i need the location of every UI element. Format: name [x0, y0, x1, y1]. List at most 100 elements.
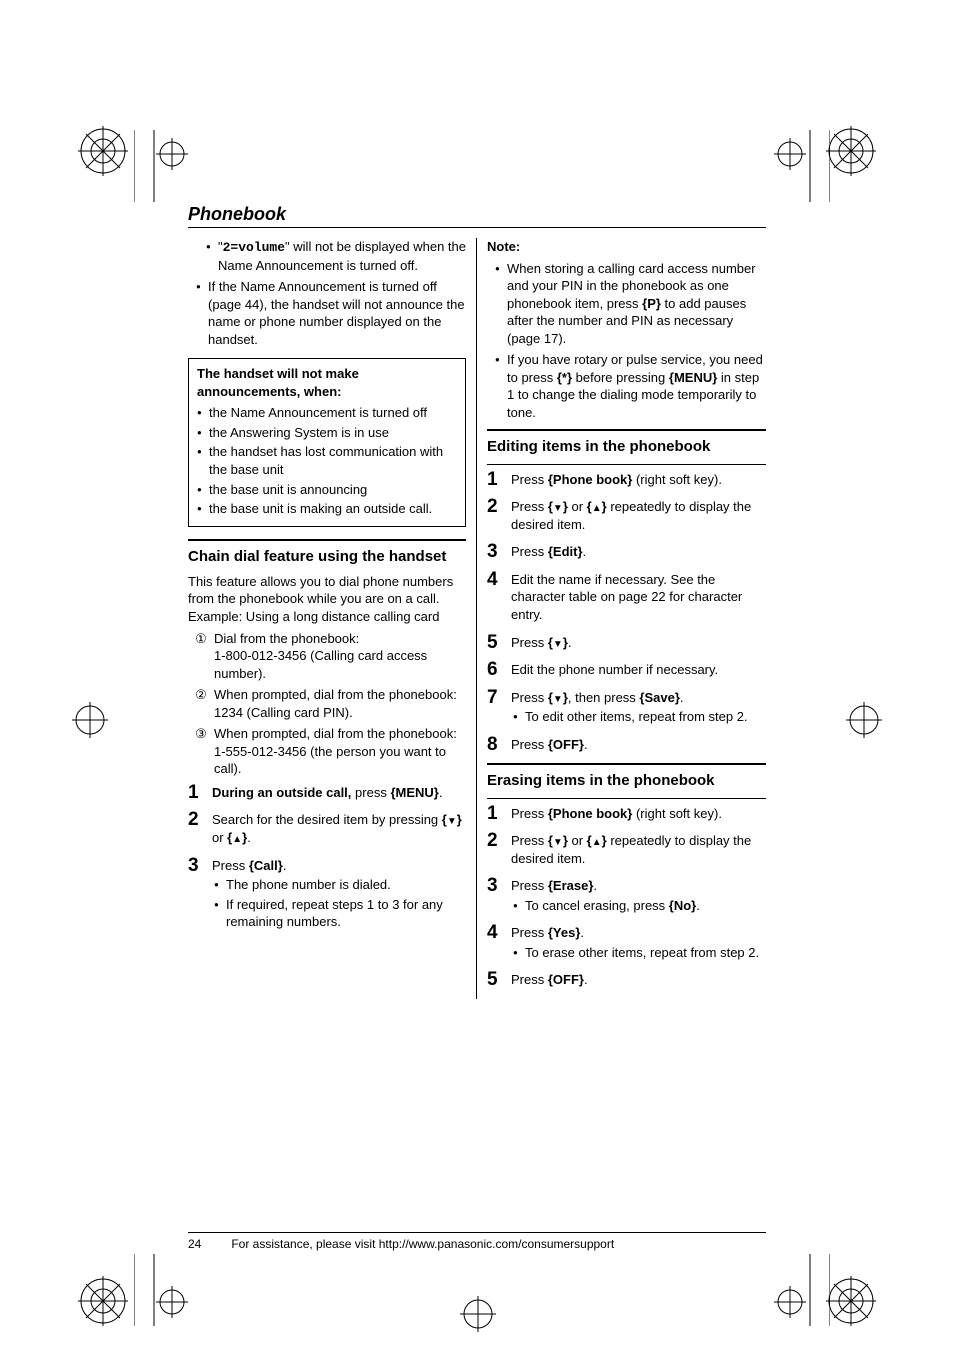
page-number: 24 — [188, 1237, 228, 1251]
step-number: 2 — [487, 494, 498, 520]
box-list: the Name Announcement is turned off the … — [197, 404, 457, 517]
keycap: {Save} — [639, 690, 679, 705]
step-item: 2Press {▼} or {▲} repeatedly to display … — [487, 832, 766, 867]
step-number: 4 — [487, 920, 498, 946]
keycap: {MENU} — [390, 785, 438, 800]
text: . — [283, 858, 287, 873]
step-number: 1 — [487, 801, 498, 827]
list-item: the handset has lost communication with … — [197, 443, 457, 478]
chain-para1: This feature allows you to dial phone nu… — [188, 573, 466, 608]
step-item: 7Press {▼}, then press {Save}. To edit o… — [487, 689, 766, 726]
left-column: "2=volume" will not be displayed when th… — [188, 238, 477, 999]
text: (right soft key). — [632, 806, 722, 821]
crosshair-br — [770, 1254, 810, 1294]
columns: "2=volume" will not be displayed when th… — [188, 238, 766, 999]
section-rule — [487, 763, 766, 765]
step-number: 5 — [487, 630, 498, 656]
footer-text: For assistance, please visit http://www.… — [231, 1237, 614, 1251]
keycap: {No} — [669, 898, 696, 913]
list-item: To cancel erasing, press {No}. — [511, 897, 766, 915]
sub-list: The phone number is dialed. If required,… — [212, 876, 466, 931]
text: or — [212, 830, 227, 845]
list-item: If the Name Announcement is turned off (… — [188, 278, 466, 348]
text: . — [247, 830, 251, 845]
text: Dial from the phonebook:1-800-012-3456 (… — [214, 631, 427, 681]
text: . — [583, 544, 587, 559]
down-arrow-icon: ▼ — [447, 816, 457, 827]
list-item: ① Dial from the phonebook:1-800-012-3456 … — [188, 630, 466, 683]
text: When prompted, dial from the phonebook:1… — [214, 726, 457, 776]
list-item: ② When prompted, dial from the phonebook:… — [188, 686, 466, 721]
announcement-box: The handset will not make announcements,… — [188, 358, 466, 526]
circled-number-icon: ① — [194, 630, 208, 648]
text: Press — [511, 878, 548, 893]
text: or — [568, 499, 587, 514]
note-bullets: When storing a calling card access numbe… — [487, 260, 766, 422]
chain-para2: Example: Using a long distance calling c… — [188, 608, 466, 626]
step-item: 5Press {OFF}. — [487, 971, 766, 989]
crosshair-bl — [134, 1254, 174, 1294]
keycap: {▼} — [548, 499, 568, 514]
text: Press — [511, 833, 548, 848]
text: Press — [511, 690, 548, 705]
text: Press — [511, 737, 548, 752]
step-number: 4 — [487, 567, 498, 593]
step-item: 4Press {Yes}. To erase other items, repe… — [487, 924, 766, 961]
step-item: 1During an outside call, press {MENU}. — [188, 784, 466, 802]
reg-mark-tl — [78, 126, 138, 186]
chain-steps: 1During an outside call, press {MENU}. 2… — [188, 784, 466, 931]
keycap: {▲} — [587, 499, 607, 514]
down-arrow-icon: ▼ — [553, 503, 563, 514]
step-number: 1 — [188, 780, 199, 806]
up-arrow-icon: ▲ — [232, 834, 242, 845]
keycap: {▼} — [548, 690, 568, 705]
keycap: {Edit} — [548, 544, 583, 559]
text: . — [593, 878, 597, 893]
list-item: If required, repeat steps 1 to 3 for any… — [212, 896, 466, 931]
step-item: 3Press {Edit}. — [487, 543, 766, 561]
down-arrow-icon: ▼ — [553, 694, 563, 705]
thin-rule — [487, 464, 766, 465]
text: When prompted, dial from the phonebook:1… — [214, 687, 457, 720]
text: . — [584, 972, 588, 987]
up-arrow-icon: ▲ — [592, 837, 602, 848]
reg-mark-tr — [826, 126, 886, 186]
section-rule — [188, 539, 466, 541]
list-item: the base unit is making an outside call. — [197, 500, 457, 518]
keycap: {Phone book} — [548, 472, 633, 487]
step-item: 1Press {Phone book} (right soft key). — [487, 805, 766, 823]
text: . — [580, 925, 584, 940]
text: , then press — [568, 690, 640, 705]
text: Press — [511, 472, 548, 487]
thin-rule — [487, 798, 766, 799]
step-number: 7 — [487, 685, 498, 711]
keycap: {MENU} — [669, 370, 717, 385]
keycap: {▼} — [442, 812, 462, 827]
crosshair-left — [70, 700, 110, 740]
keycap: {Phone book} — [548, 806, 633, 821]
step-item: 1Press {Phone book} (right soft key). — [487, 471, 766, 489]
step-number: 5 — [487, 967, 498, 993]
sub-list: To cancel erasing, press {No}. — [511, 897, 766, 915]
circled-number-icon: ③ — [194, 725, 208, 743]
list-item: When storing a calling card access numbe… — [487, 260, 766, 348]
edit-heading: Editing items in the phonebook — [487, 437, 766, 457]
chain-heading: Chain dial feature using the handset — [188, 547, 466, 567]
keycap: {OFF} — [548, 972, 584, 987]
text: before pressing — [572, 370, 669, 385]
step-number: 3 — [188, 853, 199, 879]
list-item: the base unit is announcing — [197, 481, 457, 499]
text: or — [568, 833, 587, 848]
circled-number-icon: ② — [194, 686, 208, 704]
up-arrow-icon: ▲ — [592, 503, 602, 514]
section-rule — [487, 429, 766, 431]
crosshair-tl — [134, 130, 174, 170]
down-arrow-icon: ▼ — [553, 639, 563, 650]
crosshair-tr — [770, 130, 810, 170]
sub-list: To erase other items, repeat from step 2… — [511, 944, 766, 962]
crosshair-bottom — [458, 1294, 498, 1334]
text-bold: During an outside call, — [212, 785, 351, 800]
keycap: {▲} — [227, 830, 247, 845]
text: . — [439, 785, 443, 800]
step-item: 3Press {Erase}. To cancel erasing, press… — [487, 877, 766, 914]
